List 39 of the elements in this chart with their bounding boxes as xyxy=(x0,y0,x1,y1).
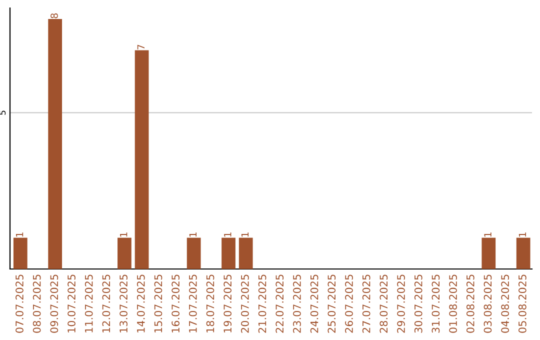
x-tick-label: 25.07.2025 xyxy=(328,274,336,333)
x-tick-label: 28.07.2025 xyxy=(380,274,388,333)
x-tick-label: 10.07.2025 xyxy=(68,274,76,332)
data-label: 1 xyxy=(484,232,492,237)
x-tick-label: 13.07.2025 xyxy=(120,274,128,332)
x-tick-label: 09.07.2025 xyxy=(50,274,58,333)
x-tick-label: 19.07.2025 xyxy=(224,274,232,332)
x-tick-label: 21.07.2025 xyxy=(258,274,266,333)
x-tick-label: 14.07.2025 xyxy=(136,274,145,332)
x-tick-label: 22.07.2025 xyxy=(276,274,284,333)
data-label: 1 xyxy=(224,232,232,237)
x-tick-label: 07.07.2025 xyxy=(16,274,24,333)
x-tick-label: 03.08.2025 xyxy=(484,274,492,333)
x-tick-label: 18.07.2025 xyxy=(206,274,214,332)
data-label: 8 xyxy=(50,13,58,18)
x-tick-label: 05.08.2025 xyxy=(518,274,526,333)
x-tick-label: 01.08.2025 xyxy=(449,274,457,333)
x-tick-label: 16.07.2025 xyxy=(172,274,180,332)
x-tick-label: 12.07.2025 xyxy=(102,274,110,332)
x-tick-label: 31.07.2025 xyxy=(432,274,440,333)
x-tick-label: 29.07.2025 xyxy=(397,274,405,333)
x-tick-label: 15.07.2025 xyxy=(154,274,162,332)
data-label: 1 xyxy=(518,232,526,237)
data-label: 1 xyxy=(16,232,24,237)
x-tick-label: 24.07.2025 xyxy=(310,274,318,333)
x-tick-label: 20.07.2025 xyxy=(240,274,249,333)
data-label: 1 xyxy=(189,232,197,237)
data-label: 1 xyxy=(120,232,128,237)
x-tick-label: 26.07.2025 xyxy=(345,274,353,333)
x-tick-label: 08.07.2025 xyxy=(32,274,41,333)
x-tick-label: 11.07.2025 xyxy=(84,274,93,332)
x-tick-label: 04.08.2025 xyxy=(501,274,510,333)
x-tick-label: 02.08.2025 xyxy=(466,274,474,333)
x-tick-label: 17.07.2025 xyxy=(188,274,197,332)
x-tick-label: 30.07.2025 xyxy=(414,274,422,333)
data-label: 1 xyxy=(241,232,249,237)
data-label: 7 xyxy=(137,44,144,50)
x-tick-label: 27.07.2025 xyxy=(362,274,370,333)
x-tick-label: 23.07.2025 xyxy=(293,274,301,333)
